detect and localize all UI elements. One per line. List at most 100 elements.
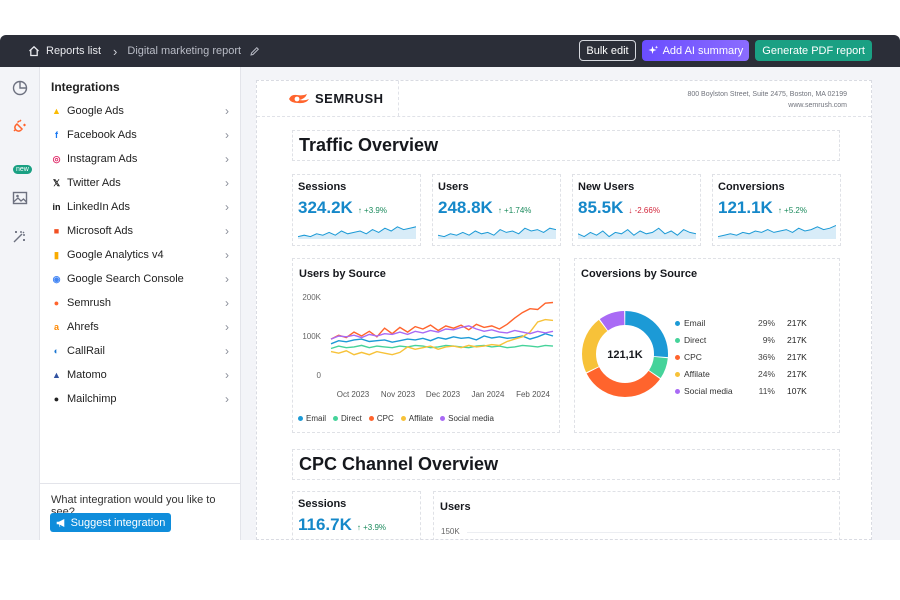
- breadcrumb: Reports list › Digital marketing report: [28, 44, 260, 59]
- suggest-integration-button[interactable]: Suggest integration: [50, 513, 171, 532]
- legend-item: Email: [298, 414, 326, 423]
- sidebar-item-label: Instagram Ads: [67, 153, 138, 165]
- report-canvas: SEMRUSH 800 Boylston Street, Suite 2475,…: [256, 80, 872, 540]
- x-tick-label: Nov 2023: [381, 390, 416, 399]
- x-tick-label: Feb 2024: [516, 390, 550, 399]
- chart-legend: Email Direct CPC Affilate Social media: [298, 414, 494, 423]
- pie-chart-icon[interactable]: [11, 79, 29, 97]
- kpi-label: Conversions: [718, 181, 785, 193]
- image-icon[interactable]: [11, 189, 29, 207]
- kpi-value: 121.1K: [718, 198, 773, 217]
- sidebar-item-google-ads[interactable]: ▲ Google Ads ›: [51, 101, 231, 121]
- cpc-overview-title: CPC Channel Overview: [292, 449, 840, 480]
- mailchimp-icon: ●: [53, 394, 60, 404]
- series-line-social-media: [330, 325, 554, 340]
- sidebar-item-label: Twitter Ads: [67, 177, 121, 189]
- donut-legend-row: Direct 9% 217K: [675, 335, 835, 349]
- integrations-plug-icon[interactable]: [11, 117, 29, 135]
- legend-percent: 29%: [757, 318, 775, 328]
- magic-wand-icon[interactable]: [11, 227, 29, 245]
- sidebar-item-google-analytics-v4[interactable]: ▮ Google Analytics v4 ›: [51, 245, 231, 265]
- sparkline-area: [438, 228, 556, 239]
- megaphone-icon: [56, 518, 64, 527]
- legend-dot: [298, 416, 303, 422]
- sidebar-item-label: LinkedIn Ads: [67, 201, 130, 213]
- sparkline-area: [298, 226, 416, 239]
- kpi-label: New Users: [578, 181, 635, 193]
- traffic-overview-title: Traffic Overview: [292, 130, 840, 161]
- add-ai-summary-button[interactable]: Add AI summary: [641, 40, 750, 61]
- sidebar-item-label: Semrush: [67, 297, 112, 309]
- legend-percent: 9%: [762, 335, 775, 345]
- kpi-change: ↓ -2.66%: [628, 206, 660, 215]
- reports-list-link[interactable]: Reports list: [46, 45, 102, 57]
- cpc-sessions-change: ↑ +3.9%: [356, 523, 387, 532]
- linkedin-icon: in: [52, 202, 61, 212]
- sidebar-item-microsoft-ads[interactable]: ■ Microsoft Ads ›: [51, 221, 231, 241]
- chevron-right-icon: ›: [225, 104, 229, 118]
- bulk-edit-button[interactable]: Bulk edit: [579, 40, 636, 61]
- website-line: www.semrush.com: [788, 102, 847, 109]
- sparkle-icon: [648, 45, 658, 54]
- x-tick-label: Oct 2023: [337, 390, 370, 399]
- home-icon[interactable]: [28, 45, 40, 57]
- cpc-sessions-label: Sessions: [298, 498, 347, 510]
- new-badge: new: [13, 165, 32, 174]
- sidebar-item-twitter-ads[interactable]: 𝕏 Twitter Ads ›: [51, 173, 231, 193]
- sidebar-item-label: Matomo: [67, 369, 107, 381]
- chevron-right-icon: ›: [225, 176, 229, 190]
- bulk-edit-label: Bulk edit: [586, 44, 629, 57]
- donut-legend-row: Email 29% 217K: [675, 318, 835, 332]
- cpc-users-y-tick: 150K: [441, 527, 460, 536]
- sidebar-item-ahrefs[interactable]: a Ahrefs ›: [51, 317, 231, 337]
- header-divider: [257, 116, 871, 117]
- instagram-icon: ◎: [52, 153, 61, 164]
- cpc-users-panel: Users 150K: [433, 491, 840, 540]
- brand-name: SEMRUSH: [315, 91, 384, 106]
- ahrefs-icon: a: [53, 322, 59, 332]
- sidebar-item-semrush[interactable]: ● Semrush ›: [51, 293, 231, 313]
- sidebar-item-mailchimp[interactable]: ● Mailchimp ›: [51, 389, 231, 409]
- cpc-users-title: Users: [440, 501, 471, 513]
- sidebar-item-facebook-ads[interactable]: f Facebook Ads ›: [51, 125, 231, 145]
- kpi-label: Users: [438, 181, 469, 193]
- kpi-change: ↑ +5.2%: [777, 206, 807, 215]
- sidebar-item-google-search-console[interactable]: ◉ Google Search Console ›: [51, 269, 231, 289]
- sparkline-line: [298, 226, 416, 238]
- sidebar-item-instagram-ads[interactable]: ◎ Instagram Ads ›: [51, 149, 231, 169]
- generate-pdf-button[interactable]: Generate PDF report: [755, 40, 872, 61]
- users-by-source-chart: 200K 100K 0 Oct 2023 Nov 2023 Dec 2023 Jan 202…: [302, 293, 554, 399]
- y-tick-label: 0: [317, 371, 322, 380]
- sidebar-item-label: Google Analytics v4: [67, 249, 164, 261]
- x-tick-label: Dec 2023: [426, 390, 461, 399]
- legend-item: Social media: [440, 414, 494, 423]
- x-twitter-icon: 𝕏: [52, 177, 61, 188]
- semrush-icon: ●: [53, 298, 60, 308]
- generate-pdf-label: Generate PDF report: [762, 44, 865, 57]
- legend-name: Social media: [684, 386, 733, 396]
- chevron-right-icon: ›: [225, 200, 229, 214]
- chevron-right-icon: ›: [225, 224, 229, 238]
- gridline: [467, 532, 832, 533]
- facebook-icon: f: [55, 130, 58, 140]
- sidebar-item-matomo[interactable]: ▲ Matomo ›: [51, 365, 231, 385]
- donut-slice-affilate: [582, 311, 668, 397]
- legend-count: 217K: [787, 352, 807, 362]
- chevron-right-icon: ›: [225, 392, 229, 406]
- donut-center-label: 121,1K: [607, 349, 643, 361]
- sidebar-item-callrail[interactable]: ◐ CallRail ›: [51, 341, 231, 361]
- donut-slice-cpc: [582, 311, 668, 397]
- y-tick-label: 100K: [302, 332, 321, 341]
- sidebar-item-label: Mailchimp: [67, 393, 117, 405]
- legend-dot: [675, 372, 680, 377]
- report-name[interactable]: Digital marketing report: [127, 45, 242, 57]
- sparkline: [438, 227, 556, 239]
- sidebar-item-linkedin-ads[interactable]: in LinkedIn Ads ›: [51, 197, 231, 217]
- legend-dot: [368, 416, 374, 422]
- legend-count: 217K: [787, 369, 807, 379]
- series-line-affilate: [330, 318, 554, 356]
- pencil-icon[interactable]: [249, 46, 260, 57]
- legend-item: CPC: [368, 414, 394, 423]
- ai-summary-label: Add AI summary: [662, 44, 744, 57]
- callrail-icon: ◐: [53, 346, 60, 356]
